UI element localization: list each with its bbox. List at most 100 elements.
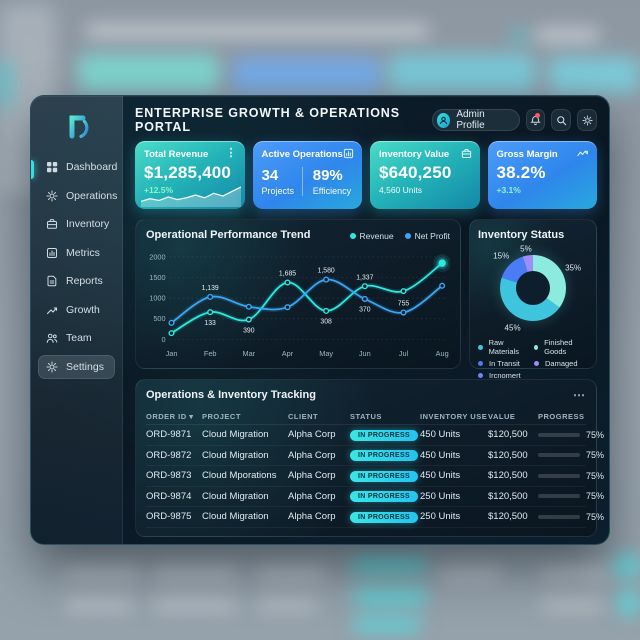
kpi-subtext: 4,560 Units: [379, 185, 422, 195]
sidebar-item-reports[interactable]: Reports: [38, 269, 115, 293]
status-badge: IN PROGRESS: [350, 429, 418, 441]
donut-legend: Raw Materials Finished Goods In Transit Dam…: [478, 338, 588, 380]
more-options-icon[interactable]: ⋯: [573, 388, 586, 402]
progress-value: 75%: [586, 491, 605, 502]
table-row[interactable]: ORD-9872 Cloud Migration Alpha Corp IN PROG…: [146, 446, 604, 466]
status-cell: IN PROGRESS: [350, 511, 420, 523]
project-cell: Cloud Mporations: [202, 470, 277, 482]
column-header-value[interactable]: VALUE: [488, 411, 516, 421]
column-header-client[interactable]: CLIENT: [288, 411, 319, 421]
legend-dot: [534, 361, 539, 366]
search-button[interactable]: [551, 109, 572, 131]
document-icon: [46, 275, 58, 287]
sidebar-item-label: Dashboard: [66, 161, 118, 173]
chart-legend: Revenue Net Profit: [349, 231, 450, 241]
legend-item[interactable]: Finished Goods: [534, 338, 588, 356]
sidebar-item-settings[interactable]: Settings: [38, 354, 115, 379]
background-blur-badge: [618, 590, 640, 616]
table-row[interactable]: ORD-9875 Cloud Migration Alpha Corp IN PROG…: [146, 507, 604, 528]
progress-cell: 75%: [538, 471, 604, 481]
column-header-project[interactable]: PROJECT: [202, 411, 241, 421]
sidebar-nav: Dashboard Operations Inventory Metrics Repor…: [31, 149, 122, 379]
project-cell: Cloud Migration: [202, 449, 269, 461]
analytics-row: Operational Performance Trend Revenue Net…: [135, 219, 597, 380]
kpi-card-active-operations[interactable]: Active Operations 34 Projects 89% Effici…: [252, 141, 362, 209]
kebab-menu-icon[interactable]: ⋮: [225, 147, 237, 159]
order-id-cell: ORD-9874: [146, 490, 192, 502]
notifications-button[interactable]: [525, 109, 546, 131]
status-badge: IN PROGRESS: [350, 491, 418, 503]
avatar: [437, 112, 451, 128]
donut-percent-label: 15%: [493, 251, 510, 261]
kpi-title: Active Operations: [261, 149, 343, 160]
background-blur-titlebar: [85, 24, 430, 38]
table-row[interactable]: ORD-9873 Cloud Mporations Alpha Corp IN PRO…: [146, 466, 604, 487]
admin-profile-button[interactable]: Admin Profile: [432, 109, 520, 131]
column-header-progress[interactable]: PROGRESS: [538, 411, 585, 421]
legend-item[interactable]: In Transit: [478, 359, 532, 368]
legend-dot: [349, 233, 356, 239]
column-header-status[interactable]: STATUS: [350, 411, 382, 421]
search-icon: [557, 115, 567, 125]
sidebar-item-label: Metrics: [66, 246, 100, 259]
sidebar-item-inventory[interactable]: Inventory: [38, 212, 115, 236]
legend-item[interactable]: Damaged: [534, 359, 588, 368]
value-cell: $120,500: [488, 449, 528, 461]
revenue-sparkline: [141, 183, 241, 207]
inventory-use-cell: 450 Units: [420, 429, 461, 441]
table-title: Operations & Inventory Tracking: [146, 389, 316, 401]
app-logo[interactable]: [60, 109, 94, 143]
inventory-use-cell: 250 Units: [420, 511, 461, 523]
legend-item[interactable]: Net Profit: [404, 231, 450, 241]
user-icon: [439, 116, 448, 124]
sidebar-item-metrics[interactable]: Metrics: [38, 241, 115, 265]
legend-label: Net Profit: [414, 231, 450, 241]
table-row[interactable]: ORD-9874 Cloud Migration Alpha Corp IN PROG…: [146, 487, 604, 507]
background-blur-badge: [352, 556, 428, 573]
value-cell: $120,500: [488, 470, 528, 482]
operations-table-panel: Operations & Inventory Tracking ⋯ ORDER …: [135, 379, 604, 537]
value-cell: $120,500: [488, 490, 528, 502]
sidebar-item-label: Settings: [66, 360, 104, 373]
chart-icon: [46, 247, 58, 259]
kpi-card-gross-margin[interactable]: Gross Margin 38.2% +3.1%: [487, 141, 597, 209]
svg-text:0: 0: [162, 335, 166, 344]
legend-item[interactable]: Raw Materials: [478, 338, 532, 356]
trend-icon: [46, 304, 58, 316]
svg-text:370: 370: [359, 307, 371, 314]
inventory-status-panel: Inventory Status 35% 45% 15% 5% Raw Materia…: [469, 219, 597, 380]
pulse-icon: [577, 148, 589, 160]
status-cell: IN PROGRESS: [350, 449, 420, 462]
sidebar-item-team[interactable]: Team: [38, 326, 115, 350]
kpi-title: Gross Margin: [496, 149, 558, 160]
kpi-card-total-revenue[interactable]: Total Revenue $1,285,400 +12.5% ⋮: [135, 141, 245, 209]
kpi-stat-projects: 34 Projects: [262, 167, 302, 196]
project-cell: Cloud Migration: [202, 429, 269, 441]
sidebar-item-operations[interactable]: Operations: [38, 184, 117, 208]
column-header-order-id[interactable]: ORDER ID ▾: [146, 411, 194, 421]
performance-trend-panel: Operational Performance Trend Revenue Net…: [135, 219, 461, 369]
sidebar-item-label: Team: [66, 332, 92, 344]
legend-label: Revenue: [359, 231, 394, 241]
progress-value: 75%: [586, 429, 605, 440]
legend-label: Ircnomert: [489, 371, 521, 380]
svg-text:1,685: 1,685: [279, 271, 296, 278]
main-content: ENTERPRISE GROWTH & OPERATIONS PORTAL Ad…: [123, 96, 609, 544]
kpi-card-inventory-value[interactable]: Inventory Value $640,250 4,560 Units: [370, 141, 480, 209]
svg-text:1,337: 1,337: [356, 274, 373, 281]
legend-item[interactable]: Revenue: [349, 231, 394, 241]
legend-item[interactable]: Ircnomert: [478, 371, 532, 380]
top-bar: ENTERPRISE GROWTH & OPERATIONS PORTAL Ad…: [135, 106, 597, 134]
active-nav-indicator: [31, 160, 34, 179]
sidebar-item-label: Inventory: [66, 218, 110, 230]
column-header-inventory-use[interactable]: INVENTORY USE: [420, 411, 488, 421]
background-blur-row: [256, 566, 324, 579]
sidebar-item-dashboard[interactable]: Dashboard: [38, 155, 118, 179]
donut-percent-label: 35%: [565, 263, 582, 273]
settings-button[interactable]: [577, 109, 597, 131]
project-cell: Cloud Migration: [202, 490, 269, 502]
status-badge: IN PROGRESS: [350, 511, 418, 523]
sidebar-item-growth[interactable]: Growth: [38, 298, 115, 322]
profile-label: Admin Profile: [456, 109, 485, 131]
table-row[interactable]: ORD-9871 Cloud Migration Alpha Corp IN PROG…: [146, 425, 604, 446]
